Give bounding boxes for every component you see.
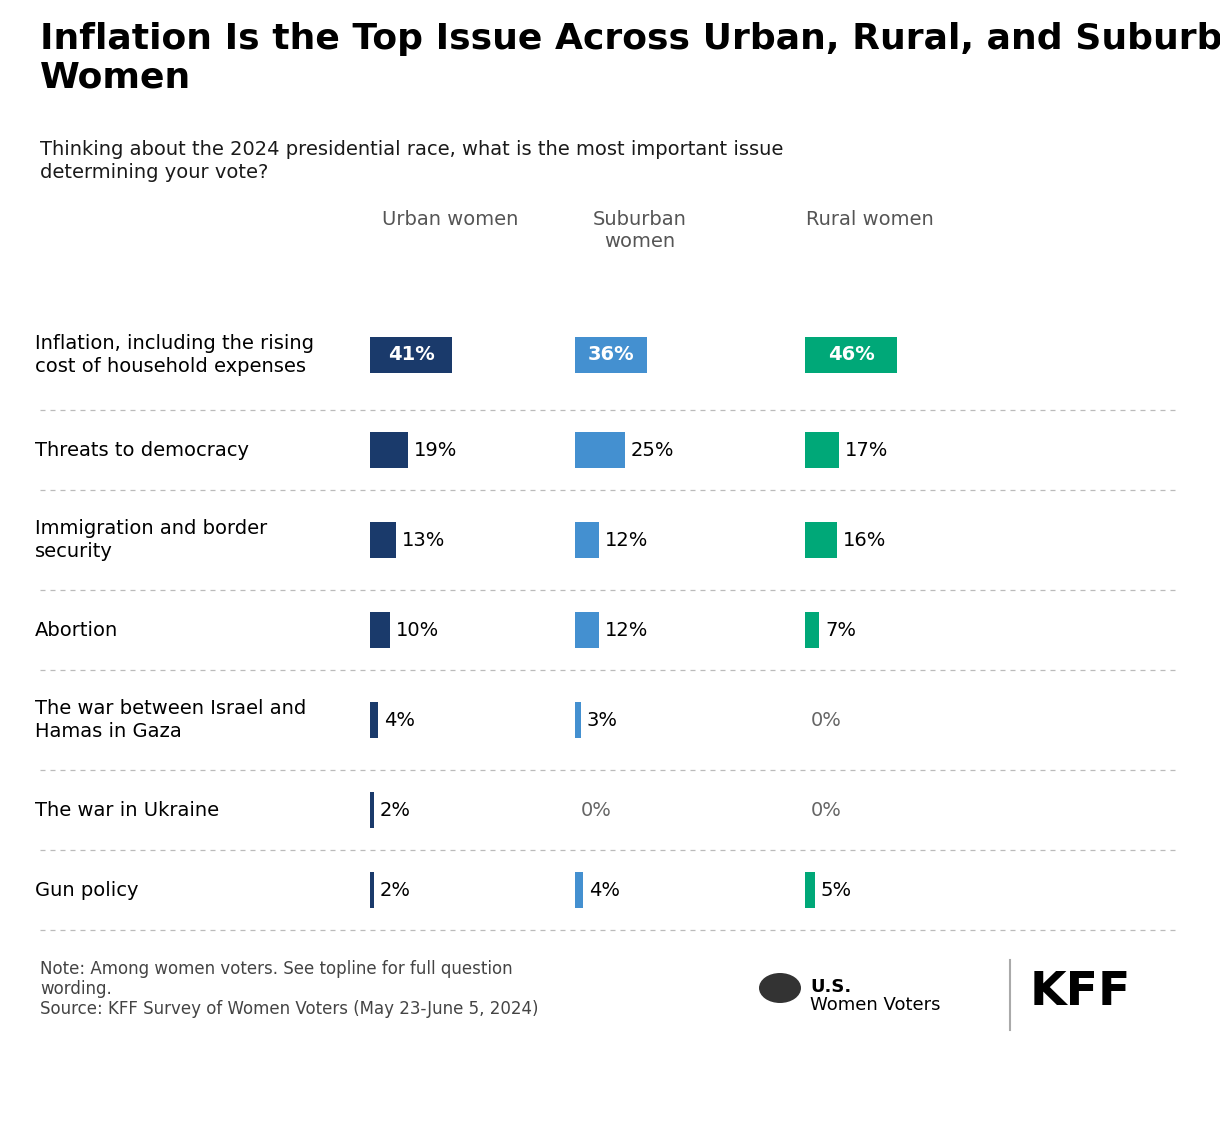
Text: Immigration and border
security: Immigration and border security bbox=[35, 519, 267, 561]
Text: 7%: 7% bbox=[825, 620, 856, 640]
FancyBboxPatch shape bbox=[575, 522, 599, 557]
Text: The war in Ukraine: The war in Ukraine bbox=[35, 800, 220, 820]
Text: Gun policy: Gun policy bbox=[35, 880, 139, 899]
Text: 12%: 12% bbox=[605, 530, 648, 549]
Ellipse shape bbox=[759, 974, 802, 1003]
Text: 0%: 0% bbox=[581, 800, 612, 820]
Text: 16%: 16% bbox=[843, 530, 887, 549]
FancyBboxPatch shape bbox=[575, 702, 581, 738]
Text: Abortion: Abortion bbox=[35, 620, 118, 640]
Text: Note: Among women voters. See topline for full question: Note: Among women voters. See topline fo… bbox=[40, 960, 512, 978]
Text: 0%: 0% bbox=[811, 800, 842, 820]
FancyBboxPatch shape bbox=[805, 432, 839, 469]
Text: 4%: 4% bbox=[589, 880, 620, 899]
Text: 36%: 36% bbox=[588, 345, 634, 365]
Text: 5%: 5% bbox=[821, 880, 852, 899]
Text: 19%: 19% bbox=[414, 440, 458, 459]
Text: KFF: KFF bbox=[1030, 970, 1131, 1015]
Text: 0%: 0% bbox=[811, 710, 842, 730]
Text: Women Voters: Women Voters bbox=[810, 996, 941, 1013]
FancyBboxPatch shape bbox=[805, 337, 897, 373]
Text: 10%: 10% bbox=[396, 620, 439, 640]
Text: 41%: 41% bbox=[388, 345, 434, 365]
Text: 17%: 17% bbox=[845, 440, 888, 459]
FancyBboxPatch shape bbox=[370, 702, 378, 738]
Text: Inflation, including the rising
cost of household expenses: Inflation, including the rising cost of … bbox=[35, 334, 314, 376]
Text: U.S.: U.S. bbox=[810, 978, 852, 996]
Text: Suburban
women: Suburban women bbox=[593, 210, 687, 251]
FancyBboxPatch shape bbox=[805, 522, 837, 557]
FancyBboxPatch shape bbox=[575, 612, 599, 648]
FancyBboxPatch shape bbox=[370, 432, 407, 469]
Text: The war between Israel and
Hamas in Gaza: The war between Israel and Hamas in Gaza bbox=[35, 699, 306, 741]
FancyBboxPatch shape bbox=[575, 432, 625, 469]
FancyBboxPatch shape bbox=[370, 337, 451, 373]
Text: Inflation Is the Top Issue Across Urban, Rural, and Suburban
Women: Inflation Is the Top Issue Across Urban,… bbox=[40, 22, 1220, 93]
FancyBboxPatch shape bbox=[805, 872, 815, 907]
Text: Urban women: Urban women bbox=[382, 210, 518, 229]
Text: Source: KFF Survey of Women Voters (May 23-June 5, 2024): Source: KFF Survey of Women Voters (May … bbox=[40, 1000, 538, 1018]
Text: 3%: 3% bbox=[587, 710, 619, 730]
FancyBboxPatch shape bbox=[575, 872, 583, 907]
FancyBboxPatch shape bbox=[370, 612, 390, 648]
Text: 25%: 25% bbox=[631, 440, 675, 459]
FancyBboxPatch shape bbox=[805, 612, 819, 648]
FancyBboxPatch shape bbox=[370, 522, 396, 557]
Text: 12%: 12% bbox=[605, 620, 648, 640]
Text: 46%: 46% bbox=[827, 345, 875, 365]
Text: wording.: wording. bbox=[40, 980, 112, 998]
Text: 2%: 2% bbox=[379, 800, 411, 820]
Text: Thinking about the 2024 presidential race, what is the most important issue
dete: Thinking about the 2024 presidential rac… bbox=[40, 140, 783, 182]
Text: Threats to democracy: Threats to democracy bbox=[35, 440, 249, 459]
Text: 13%: 13% bbox=[403, 530, 445, 549]
FancyBboxPatch shape bbox=[575, 337, 647, 373]
FancyBboxPatch shape bbox=[370, 792, 375, 828]
Text: 2%: 2% bbox=[379, 880, 411, 899]
Text: 4%: 4% bbox=[384, 710, 415, 730]
Text: Rural women: Rural women bbox=[806, 210, 933, 229]
FancyBboxPatch shape bbox=[370, 872, 375, 907]
